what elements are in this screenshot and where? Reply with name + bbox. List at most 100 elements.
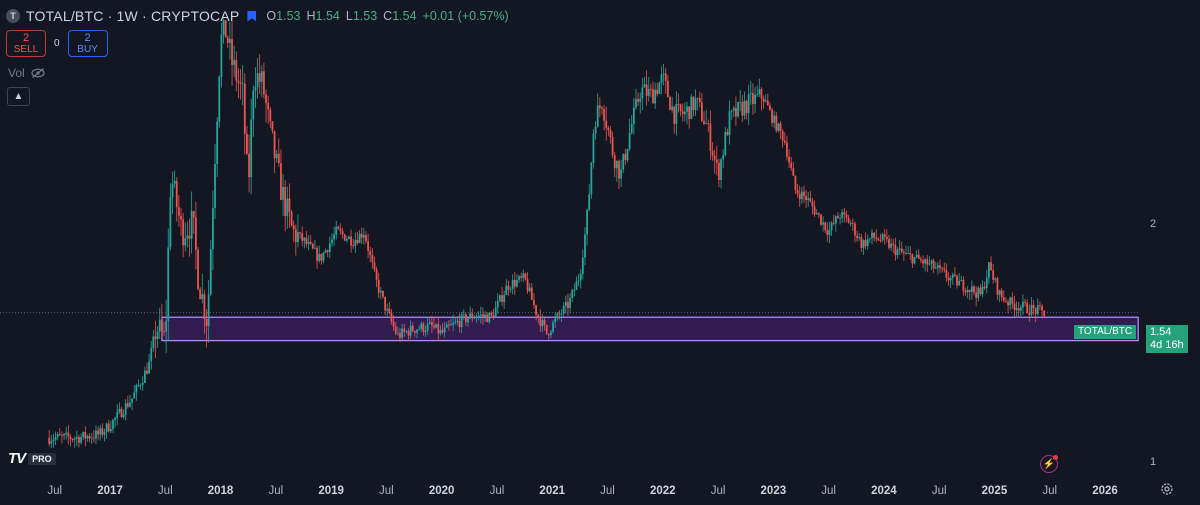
- candle: [422, 321, 425, 336]
- candle-body: [934, 267, 937, 269]
- candle-body: [900, 248, 903, 253]
- candle-body: [305, 237, 308, 244]
- candle: [390, 309, 393, 325]
- candle-body: [158, 319, 161, 332]
- candle-body: [314, 248, 316, 249]
- candle-body: [545, 324, 548, 334]
- candle-body: [150, 348, 153, 362]
- candle-body: [207, 294, 210, 326]
- candle: [788, 149, 790, 168]
- candle: [116, 404, 119, 426]
- candle-body: [977, 287, 980, 298]
- candle: [218, 75, 221, 128]
- candle: [382, 290, 384, 299]
- open-label: O: [266, 9, 277, 23]
- candle: [305, 230, 308, 248]
- volume-indicator[interactable]: Vol: [8, 66, 45, 80]
- candle-body: [50, 441, 53, 444]
- candle: [205, 309, 208, 348]
- candle: [163, 322, 165, 336]
- bar-countdown: 4d 16h: [1150, 339, 1184, 351]
- candle: [783, 132, 786, 145]
- candle-body: [758, 89, 761, 95]
- candle: [80, 433, 82, 445]
- candle: [994, 277, 997, 283]
- candle-body: [445, 324, 448, 328]
- candle: [1024, 298, 1026, 307]
- candle-body: [80, 437, 82, 443]
- sell-button[interactable]: 2 SELL: [6, 30, 46, 57]
- candle: [399, 328, 401, 343]
- candle: [254, 67, 257, 108]
- candle: [826, 222, 829, 243]
- candle: [720, 157, 722, 189]
- candle: [975, 286, 978, 307]
- candle: [88, 432, 91, 443]
- tradingview-logo[interactable]: TV PRO: [8, 450, 56, 467]
- candle: [243, 73, 246, 155]
- candle: [503, 290, 506, 310]
- candle: [469, 306, 472, 320]
- open-value: 1.53: [276, 9, 301, 23]
- flag-icon[interactable]: [247, 10, 257, 22]
- candle: [201, 273, 204, 304]
- x-tick-label: Jul: [158, 485, 173, 497]
- candle-body: [837, 216, 839, 219]
- candle: [907, 246, 910, 254]
- candle-body: [1007, 301, 1009, 306]
- candle-body: [192, 211, 195, 218]
- eye-off-icon[interactable]: [31, 68, 45, 78]
- candle-body: [951, 274, 954, 278]
- candle: [703, 111, 705, 126]
- candle-body: [418, 329, 421, 330]
- candle-body: [122, 414, 125, 418]
- candle-body: [454, 321, 457, 323]
- candle-body: [705, 123, 708, 124]
- candle: [1007, 299, 1009, 314]
- candle-body: [199, 288, 202, 300]
- candle-body: [783, 140, 786, 143]
- candle-body: [290, 211, 293, 226]
- candle: [169, 183, 172, 251]
- candle: [137, 379, 140, 388]
- candle-body: [926, 259, 929, 265]
- candle-body: [246, 133, 248, 154]
- candle-body: [492, 315, 495, 318]
- support-zone[interactable]: [161, 316, 1139, 342]
- candle: [911, 253, 914, 269]
- candle-body: [456, 320, 459, 322]
- candle-body: [241, 83, 244, 85]
- candle: [505, 279, 508, 296]
- candle-body: [907, 253, 910, 254]
- candle-body: [335, 226, 338, 235]
- candle: [798, 185, 801, 207]
- candle: [677, 93, 680, 113]
- symbol-logo-icon[interactable]: T: [6, 9, 20, 23]
- candle: [177, 195, 180, 227]
- candle-body: [530, 287, 533, 300]
- candle-body: [611, 137, 614, 156]
- symbol-title[interactable]: TOTAL/BTC · 1W · CRYPTOCAP: [26, 8, 240, 24]
- candle: [462, 309, 465, 320]
- gear-icon[interactable]: [1160, 482, 1174, 496]
- candle-body: [369, 250, 372, 255]
- collapse-legend-button[interactable]: ▲: [7, 87, 30, 106]
- buy-button[interactable]: 2 BUY: [67, 30, 108, 57]
- candle-body: [694, 98, 697, 111]
- candle-body: [167, 247, 170, 321]
- lightning-icon[interactable]: ⚡: [1040, 455, 1058, 473]
- candle: [92, 430, 95, 443]
- candle-body: [435, 323, 438, 328]
- candle-body: [190, 211, 193, 239]
- candle-body: [471, 313, 474, 319]
- candle: [847, 215, 850, 224]
- candle: [101, 423, 104, 438]
- buy-label: BUY: [77, 43, 98, 55]
- candle: [817, 212, 820, 219]
- candle: [526, 272, 529, 294]
- candle-body: [263, 71, 265, 95]
- candle-body: [160, 319, 163, 332]
- candle: [760, 87, 763, 111]
- candle-body: [73, 438, 76, 440]
